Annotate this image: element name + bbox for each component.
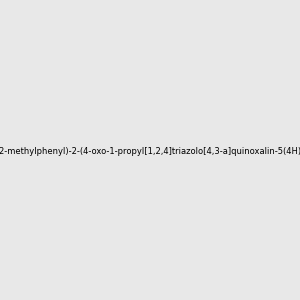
Text: N-(5-chloro-2-methylphenyl)-2-(4-oxo-1-propyl[1,2,4]triazolo[4,3-a]quinoxalin-5(: N-(5-chloro-2-methylphenyl)-2-(4-oxo-1-p… xyxy=(0,147,300,156)
